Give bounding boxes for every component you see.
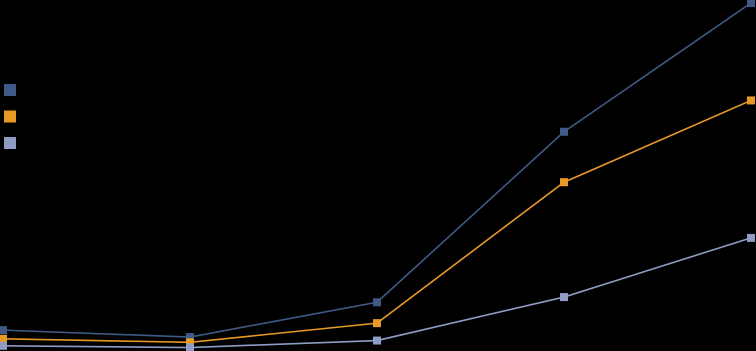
- data-point: [747, 0, 755, 7]
- data-point: [186, 343, 194, 351]
- data-point: [0, 341, 7, 350]
- data-point: [373, 319, 381, 328]
- data-point: [560, 127, 568, 136]
- data-point: [373, 336, 381, 345]
- data-point: [186, 333, 194, 342]
- legend-swatch: [4, 110, 16, 123]
- legend-swatch: [4, 84, 16, 96]
- data-point: [186, 338, 194, 347]
- series-line: [2, 2, 752, 338]
- data-point: [747, 96, 755, 105]
- data-point: [747, 233, 755, 242]
- data-point: [560, 293, 568, 302]
- data-point: [373, 298, 381, 307]
- data-point: [560, 178, 568, 187]
- series-line: [2, 237, 752, 349]
- data-point: [0, 326, 7, 335]
- data-point: [0, 334, 7, 343]
- legend-swatch: [4, 137, 16, 149]
